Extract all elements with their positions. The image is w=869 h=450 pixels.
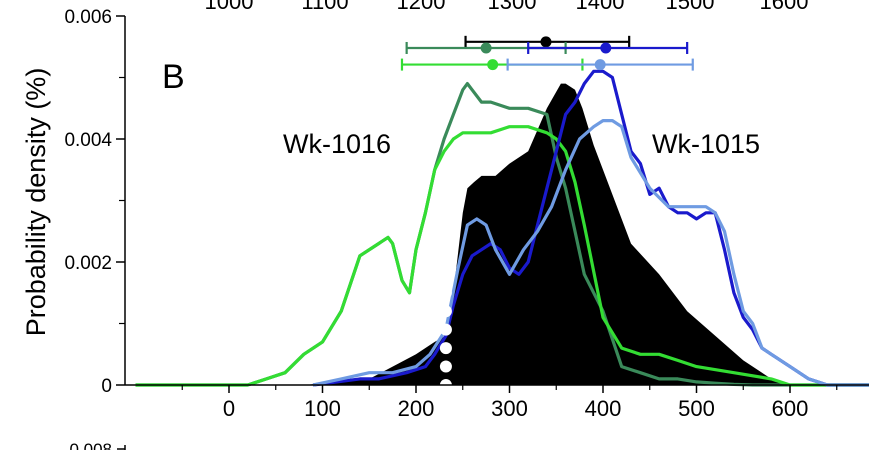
series-bright_green-line bbox=[135, 125, 869, 387]
annotation-wk-1015: Wk-1015 bbox=[652, 129, 760, 159]
x-tick-layer: 0 100 200 300 400 500 600 bbox=[181, 385, 838, 421]
interval-dark_blue bbox=[527, 41, 689, 54]
top-axis-tick-label: 1200 bbox=[397, 0, 446, 14]
y-axis-title: Probability density (%) bbox=[21, 68, 51, 337]
x-tick-label: 300 bbox=[491, 396, 528, 421]
boundary-dot bbox=[439, 268, 452, 281]
panel-label: B bbox=[162, 58, 185, 96]
top-axis-tick-label: 1300 bbox=[488, 0, 537, 14]
interval-black bbox=[464, 35, 631, 48]
top-axis-tick-label: 1000 bbox=[205, 0, 254, 14]
boundary-dot bbox=[439, 286, 452, 299]
top-axis: 1000 1100 1200 1300 1400 1500 1600 bbox=[205, 0, 809, 14]
y-tick-label: 0 bbox=[101, 376, 112, 397]
interval-center-dot bbox=[594, 59, 606, 71]
next-panel-fragment: 0.008 bbox=[69, 440, 126, 450]
interval-bar-layer bbox=[400, 35, 694, 71]
interval-center-dot bbox=[480, 42, 492, 54]
interval-center-dot bbox=[540, 36, 552, 48]
density-line-layer bbox=[135, 69, 869, 387]
boundary-dot bbox=[439, 305, 452, 318]
series-black-area bbox=[135, 83, 869, 385]
y-tick-layer: 0 0.002 0.004 0.006 bbox=[64, 7, 125, 397]
density-area-layer bbox=[135, 83, 869, 385]
top-axis-tick-label: 1600 bbox=[760, 0, 809, 14]
top-axis-tick-label: 1500 bbox=[666, 0, 715, 14]
boundary-dot bbox=[439, 360, 452, 373]
y-tick-label: 0.004 bbox=[64, 130, 112, 151]
x-tick-label: 100 bbox=[304, 396, 341, 421]
boundary-dot bbox=[439, 323, 452, 336]
next-panel-y-tick-label: 0.008 bbox=[69, 440, 112, 450]
y-tick-label: 0.002 bbox=[64, 253, 112, 274]
top-axis-tick-label: 1100 bbox=[301, 0, 348, 14]
top-axis-tick-label: 1400 bbox=[576, 0, 625, 14]
y-tick-label: 0.006 bbox=[64, 7, 112, 28]
boundary-dot bbox=[439, 342, 452, 355]
x-tick-label: 400 bbox=[585, 396, 622, 421]
x-tick-label: 600 bbox=[772, 396, 809, 421]
x-tick-label: 200 bbox=[398, 396, 435, 421]
interval-light_blue bbox=[506, 58, 694, 71]
x-tick-label: 500 bbox=[678, 396, 715, 421]
series-dark_blue-line bbox=[312, 69, 869, 387]
x-tick-label: 0 bbox=[223, 396, 235, 421]
series-light_blue-line bbox=[312, 119, 869, 387]
interval-center-dot bbox=[600, 42, 612, 54]
boundary-dot-layer bbox=[439, 268, 452, 391]
interval-center-dot bbox=[487, 59, 499, 71]
annotation-wk-1016: Wk-1016 bbox=[283, 129, 391, 159]
